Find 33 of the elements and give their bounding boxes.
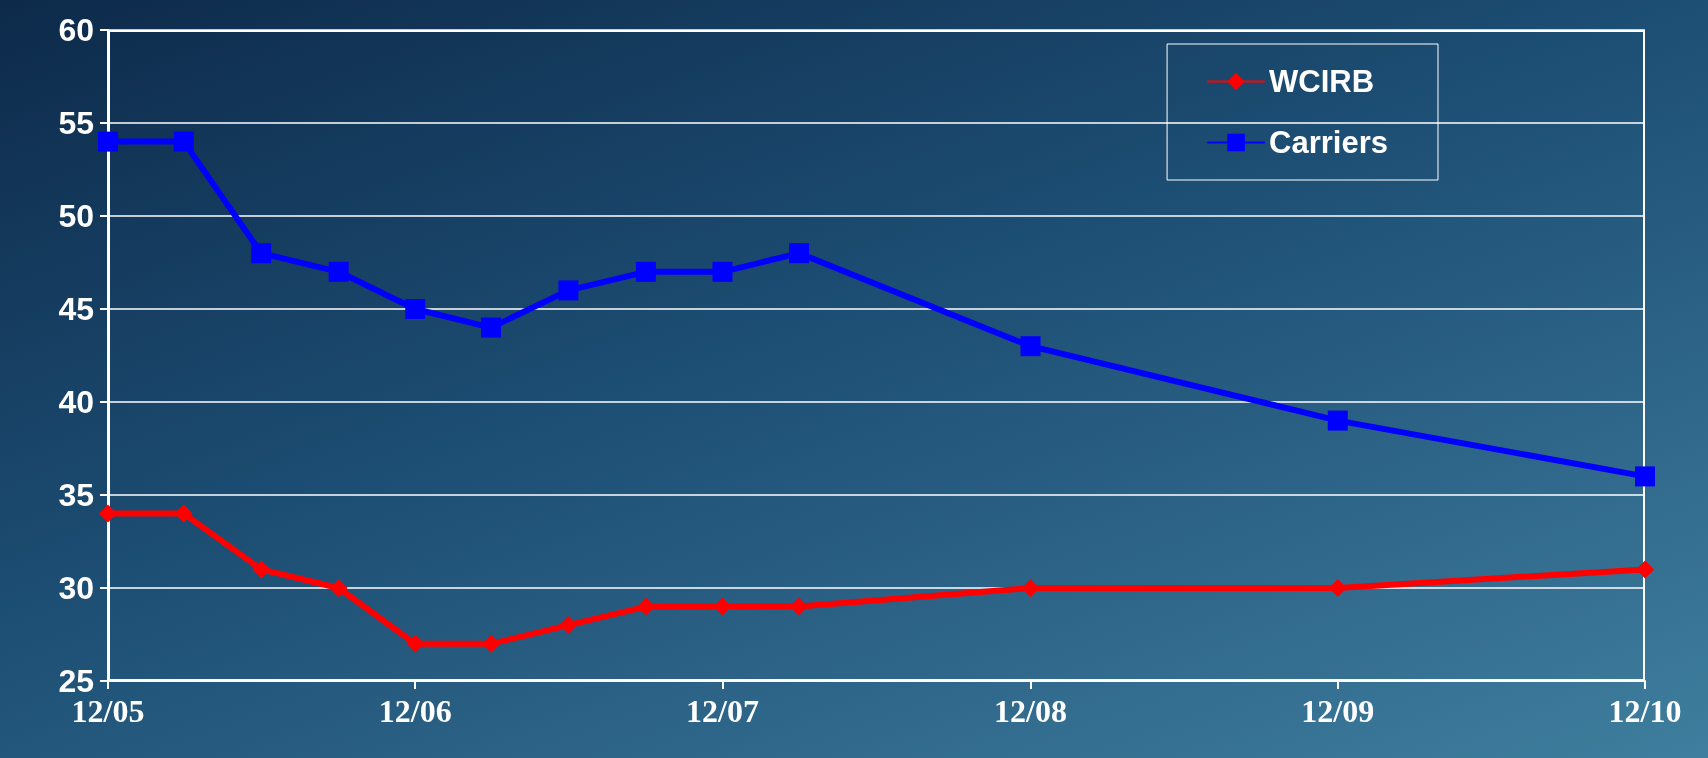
x-tick-label: 12/09 [1301, 693, 1375, 729]
point [98, 131, 118, 152]
point [635, 261, 656, 282]
point [712, 261, 733, 282]
y-tick-label: 55 [58, 105, 94, 141]
point [1635, 466, 1655, 487]
point [251, 243, 272, 264]
point [1636, 560, 1654, 579]
legend-label: WCIRB [1269, 64, 1375, 99]
x-tick-label: 12/08 [994, 693, 1067, 729]
y-tick-label: 45 [58, 291, 94, 327]
point [559, 616, 578, 635]
point [252, 560, 271, 579]
point [558, 280, 579, 301]
x-tick-label: 12/07 [686, 693, 759, 729]
point [329, 579, 348, 597]
legend-label: Carriers [1269, 125, 1389, 160]
point [636, 597, 655, 616]
point [1327, 410, 1348, 431]
point [328, 261, 349, 282]
point [1020, 336, 1041, 357]
point [480, 317, 501, 338]
y-tick-label: 60 [58, 12, 94, 48]
y-tick-label: 30 [58, 570, 94, 606]
point [405, 299, 426, 319]
y-tick-label: 40 [58, 384, 94, 420]
x-tick-label: 12/06 [378, 693, 452, 729]
y-tick-label: 35 [58, 477, 94, 513]
x-tick-label: 12/10 [1608, 693, 1682, 729]
point [99, 504, 117, 523]
y-tick-label: 50 [58, 198, 94, 234]
point [173, 131, 194, 152]
point [789, 243, 810, 264]
